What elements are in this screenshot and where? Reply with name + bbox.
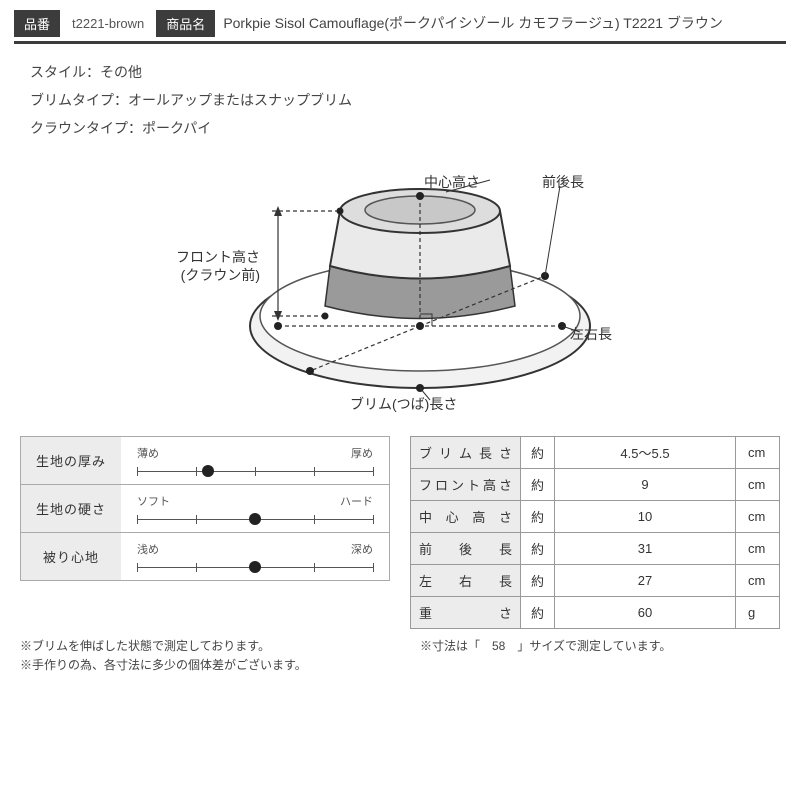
meas-value: 60: [555, 597, 736, 629]
slider-body: 浅め 深め: [121, 533, 389, 580]
meas-value: 4.5〜5.5: [555, 437, 736, 469]
meas-unit: cm: [736, 565, 780, 597]
slider-row: 生地の厚み薄め 厚め: [20, 436, 390, 484]
spec-list: スタイル：その他 ブリムタイプ：オールアップまたはスナップブリム クラウンタイプ…: [30, 58, 770, 142]
meas-value: 9: [555, 469, 736, 501]
meas-value: 31: [555, 533, 736, 565]
meas-value: 27: [555, 565, 736, 597]
table-row: ブリム長さ約4.5〜5.5cm: [411, 437, 780, 469]
table-row: 左 右 長約27cm: [411, 565, 780, 597]
slider-label: 生地の厚み: [21, 437, 121, 484]
product-header: 品番 t2221-brown 商品名 Porkpie Sisol Camoufl…: [14, 10, 786, 37]
table-row: 重 さ約60g: [411, 597, 780, 629]
table-row: 中 心 高 さ約10cm: [411, 501, 780, 533]
hat-svg: [150, 156, 650, 416]
meas-approx: 約: [521, 469, 555, 501]
attribute-sliders: 生地の厚み薄め 厚め生地の硬さソフト ハード被り心地浅め 深め: [20, 436, 390, 581]
meas-unit: cm: [736, 437, 780, 469]
meas-approx: 約: [521, 501, 555, 533]
meas-unit: cm: [736, 501, 780, 533]
meas-label: フロント高さ: [411, 469, 521, 501]
header-divider: [14, 41, 786, 44]
note-brim: ※ブリムを伸ばした状態で測定しております。: [20, 637, 380, 656]
meas-unit: cm: [736, 469, 780, 501]
code-value: t2221-brown: [60, 12, 156, 35]
spec-style: スタイル：その他: [30, 58, 770, 86]
spec-crown: クラウンタイプ：ポークパイ: [30, 114, 770, 142]
code-label: 品番: [14, 10, 60, 37]
slider-end-right: ハード: [340, 493, 373, 509]
meas-label: 前 後 長: [411, 533, 521, 565]
footnotes: ※ブリムを伸ばした状態で測定しております。 ※手作りの為、各寸法に多少の個体差が…: [20, 637, 780, 675]
note-handmade: ※手作りの為、各寸法に多少の個体差がございます。: [20, 656, 380, 675]
spec-brim: ブリムタイプ：オールアップまたはスナップブリム: [30, 86, 770, 114]
slider-row: 生地の硬さソフト ハード: [20, 484, 390, 532]
note-size: ※寸法は「 58 」サイズで測定しています。: [420, 637, 780, 675]
label-front-back: 前後長: [542, 172, 584, 192]
name-value: Porkpie Sisol Camouflage(ポークパイシゾール カモフラー…: [215, 14, 723, 34]
slider-label: 被り心地: [21, 533, 121, 580]
slider-body: ソフト ハード: [121, 485, 389, 532]
meas-unit: cm: [736, 533, 780, 565]
meas-approx: 約: [521, 597, 555, 629]
meas-unit: g: [736, 597, 780, 629]
name-label: 商品名: [156, 10, 215, 37]
slider-end-right: 深め: [351, 541, 373, 557]
measurement-table: ブリム長さ約4.5〜5.5cmフロント高さ約9cm中 心 高 さ約10cm前 後…: [410, 436, 780, 629]
table-row: 前 後 長約31cm: [411, 533, 780, 565]
slider-end-left: 薄め: [137, 445, 159, 461]
hat-diagram: 中心高さ 前後長 フロント高さ (クラウン前) 左右長 ブリム(つば)長さ: [150, 156, 650, 416]
label-brim-length: ブリム(つば)長さ: [350, 394, 457, 414]
label-center-height: 中心高さ: [424, 172, 480, 192]
slider-end-left: 浅め: [137, 541, 159, 557]
meas-label: 中 心 高 さ: [411, 501, 521, 533]
meas-label: 重 さ: [411, 597, 521, 629]
slider-dot: [249, 561, 261, 573]
meas-approx: 約: [521, 565, 555, 597]
meas-label: ブリム長さ: [411, 437, 521, 469]
slider-end-right: 厚め: [351, 445, 373, 461]
slider-dot: [202, 465, 214, 477]
meas-label: 左 右 長: [411, 565, 521, 597]
meas-approx: 約: [521, 437, 555, 469]
table-row: フロント高さ約9cm: [411, 469, 780, 501]
slider-label: 生地の硬さ: [21, 485, 121, 532]
slider-end-left: ソフト: [137, 493, 170, 509]
meas-approx: 約: [521, 533, 555, 565]
slider-dot: [249, 513, 261, 525]
label-front-height: フロント高さ (クラウン前): [150, 248, 260, 284]
slider-body: 薄め 厚め: [121, 437, 389, 484]
meas-value: 10: [555, 501, 736, 533]
label-left-right: 左右長: [570, 324, 612, 344]
slider-row: 被り心地浅め 深め: [20, 532, 390, 581]
